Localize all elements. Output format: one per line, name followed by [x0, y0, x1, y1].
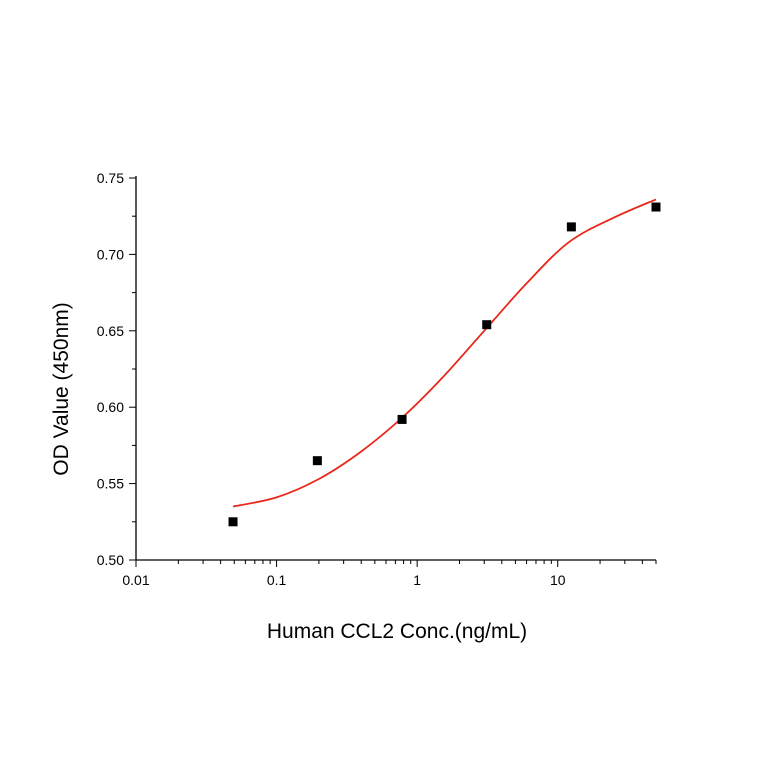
x-tick-label: 1 [413, 572, 421, 588]
x-axis-title: Human CCL2 Conc.(ng/mL) [267, 620, 527, 643]
data-point [566, 222, 576, 232]
data-point [312, 456, 322, 466]
y-tick-label: 0.50 [97, 552, 124, 568]
fit-curve [232, 198, 657, 508]
data-point [228, 517, 238, 527]
x-ticks: 0.01 0.1 1 10 [122, 560, 657, 588]
y-tick-label: 0.65 [97, 323, 124, 339]
x-tick-label: 0.1 [267, 572, 287, 588]
data-point [482, 320, 492, 330]
y-tick-label: 0.60 [97, 399, 124, 415]
data-point [397, 414, 407, 424]
y-ticks: 0.50 0.55 0.60 0.65 0.70 0.75 [97, 170, 136, 568]
data-point [651, 202, 661, 212]
y-tick-label: 0.55 [97, 476, 124, 492]
x-tick-label: 10 [550, 572, 566, 588]
y-tick-label: 0.75 [97, 170, 124, 186]
y-axis-title: OD Value (450nm) [50, 302, 73, 476]
y-tick-label: 0.70 [97, 246, 124, 262]
data-points-layer [228, 202, 661, 527]
fit-curve-layer [232, 198, 657, 508]
x-tick-label: 0.01 [122, 572, 149, 588]
axes [135, 176, 656, 561]
